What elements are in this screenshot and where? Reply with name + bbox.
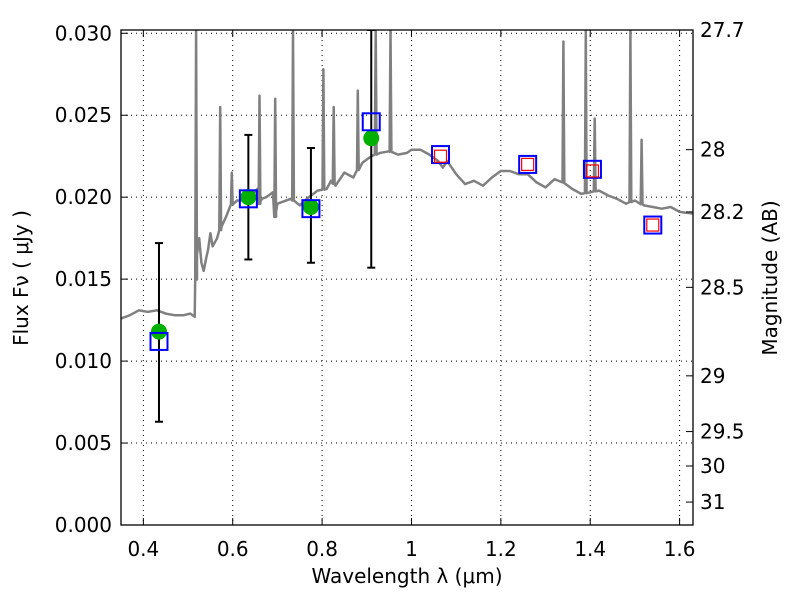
- model-square: [238, 189, 258, 209]
- model-inner-square: [646, 218, 660, 232]
- x-axis-title: Wavelength λ (μm): [311, 564, 502, 588]
- model-square: [149, 331, 169, 351]
- y2-tick-label: 29.5: [700, 420, 745, 444]
- model-square: [643, 215, 663, 235]
- observed-point: [363, 130, 380, 147]
- model-square: [582, 159, 602, 179]
- y2-tick-label: 27.7: [700, 18, 745, 42]
- x-tick-label: 0.6: [217, 537, 249, 561]
- errorbar-layer: [154, 30, 376, 423]
- y2-tick-label: 31: [700, 490, 725, 514]
- model-inner-square: [521, 157, 535, 172]
- grid: [121, 30, 693, 526]
- x-tick-label: 1: [405, 537, 418, 561]
- y-tick-label: 0.020: [55, 185, 112, 209]
- y2-tick-label: 28.5: [700, 275, 745, 299]
- y-tick-label: 0.010: [55, 349, 112, 373]
- plot-frame: [120, 29, 694, 526]
- x-tick-label: 1.2: [485, 537, 517, 561]
- spectrum-line: [121, 30, 693, 320]
- x-tick-label: 1.4: [574, 537, 606, 561]
- x-tick-label: 0.4: [127, 537, 159, 561]
- spectrum-layer: [121, 30, 693, 320]
- x-tick-label: 0.8: [306, 537, 338, 561]
- y2-tick-label: 28.2: [700, 200, 745, 224]
- y-tick-label: 0.000: [55, 513, 112, 537]
- model-inner-square: [585, 164, 600, 178]
- model-square-layer: [149, 112, 663, 351]
- observed-layer: [150, 130, 380, 340]
- y-axis-title: Flux Fν ( μJy ): [9, 210, 33, 346]
- x-tick-label: 1.6: [664, 537, 696, 561]
- model-inner-square: [433, 149, 448, 163]
- model-square: [431, 145, 451, 165]
- model-square: [518, 154, 538, 174]
- ticks: [121, 29, 693, 526]
- y-tick-label: 0.025: [55, 103, 112, 127]
- model-square: [361, 112, 381, 132]
- y2-tick-label: 29: [700, 364, 725, 388]
- y2-tick-label: 28: [700, 138, 725, 162]
- observed-point: [240, 189, 257, 206]
- y2-axis-title: Magnitude (AB): [758, 200, 782, 355]
- observed-point: [150, 323, 167, 340]
- model-square: [301, 199, 321, 219]
- y-tick-label: 0.015: [55, 267, 112, 291]
- observed-point: [302, 199, 319, 216]
- data-layer: [121, 30, 693, 423]
- y2-tick-label: 30: [700, 454, 725, 478]
- y-tick-label: 0.030: [55, 21, 112, 45]
- tick-labels: 0.4 0.6 0.8 1 1.2 1.4 1.6 0.000 0.005 0.010 0.015 0…: [55, 18, 745, 561]
- y-tick-label: 0.005: [55, 431, 112, 455]
